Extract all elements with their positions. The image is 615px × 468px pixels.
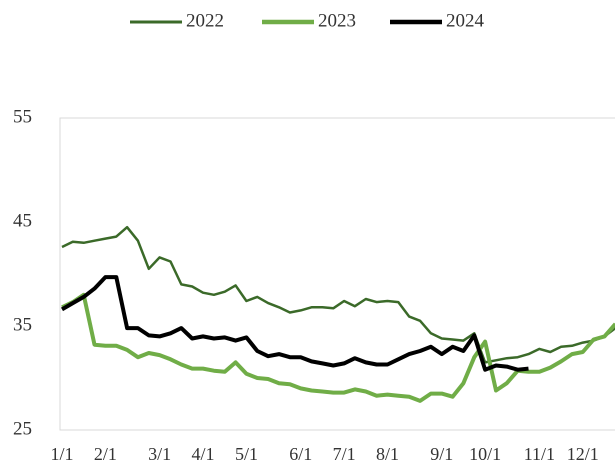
x-tick-label: 11/1: [524, 444, 555, 464]
x-tick-label: 9/1: [430, 444, 453, 464]
x-tick-label: 5/1: [235, 444, 258, 464]
x-tick-label: 8/1: [376, 444, 399, 464]
line-series: [60, 275, 529, 372]
y-tick-label: 35: [13, 314, 32, 335]
y-tick-label: 25: [13, 418, 32, 439]
y-tick-label: 55: [13, 106, 32, 127]
x-tick-label: 3/1: [148, 444, 171, 464]
x-tick-label: 10/1: [469, 444, 501, 464]
y-tick-label: 45: [13, 210, 32, 231]
legend-label: 2022: [186, 10, 224, 31]
plot-area: [59, 117, 615, 431]
x-tick-label: 1/1: [50, 444, 73, 464]
line-series: [61, 225, 615, 364]
x-tick-label: 4/1: [192, 444, 215, 464]
x-tick-label: 7/1: [333, 444, 356, 464]
x-tick-label: 2/1: [94, 444, 117, 464]
line-series: [61, 292, 615, 403]
x-tick-label: 12/1: [567, 444, 599, 464]
legend-label: 2023: [318, 10, 356, 31]
x-tick-label: 6/1: [289, 444, 312, 464]
legend-label: 2024: [446, 10, 485, 31]
